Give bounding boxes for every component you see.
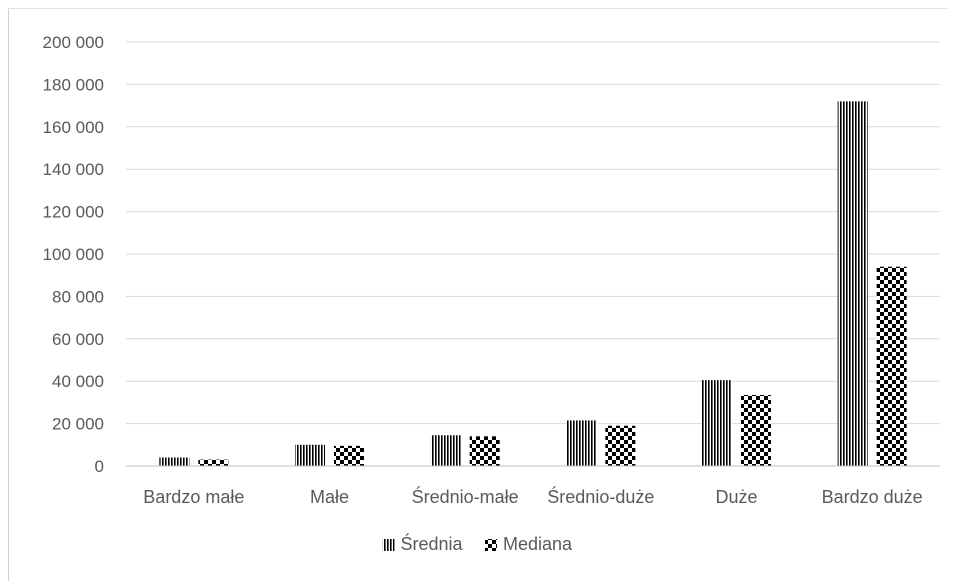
legend-label: Średnia [400,533,463,554]
bars [159,101,907,467]
bar-mediana-4 [741,394,771,466]
y-tick-label: 0 [95,457,104,476]
x-tick-label: Bardzo małe [143,487,244,507]
y-tick-label: 120 000 [43,203,104,222]
x-axis-tick-labels: Bardzo małe Małe Średnio-małe Średnio-duże D… [143,486,922,507]
bar-mediana-5 [876,266,907,466]
y-tick-label: 60 000 [52,330,104,349]
x-tick-label: Bardzo duże [822,487,923,507]
frame-border-top [8,8,948,9]
gridlines [126,41,940,425]
x-tick-label: Małe [310,487,349,507]
frame-border-left [8,8,9,581]
bar-srednia-1 [295,444,325,466]
bar-srednia-0 [159,457,190,466]
bar-mediana-0 [198,459,229,466]
y-tick-label: 180 000 [43,75,104,94]
bar-srednia-3 [566,420,597,466]
x-tick-label: Średnio-duże [547,486,654,507]
x-tick-label: Średnio-małe [412,486,519,507]
bar-mediana-1 [334,445,364,466]
bar-srednia-2 [430,435,461,466]
bar-mediana-3 [605,425,636,466]
y-tick-label: 200 000 [43,33,104,52]
bar-srednia-4 [702,380,732,466]
legend-swatch-srednia [382,539,395,551]
y-tick-label: 160 000 [43,118,104,137]
legend: Średnia Mediana [382,533,573,554]
legend-swatch-mediana [485,539,497,551]
y-tick-label: 100 000 [43,245,104,264]
legend-label: Mediana [503,534,573,554]
y-tick-label: 80 000 [52,287,104,306]
y-tick-label: 140 000 [43,160,104,179]
y-tick-label: 40 000 [52,372,104,391]
x-tick-label: Duże [715,487,757,507]
bar-mediana-2 [469,436,500,466]
y-tick-label: 20 000 [52,415,104,434]
y-axis-tick-labels: 0 20 000 40 000 60 000 80 000 100 000 120 000 1… [43,33,104,476]
bar-srednia-5 [837,101,868,467]
